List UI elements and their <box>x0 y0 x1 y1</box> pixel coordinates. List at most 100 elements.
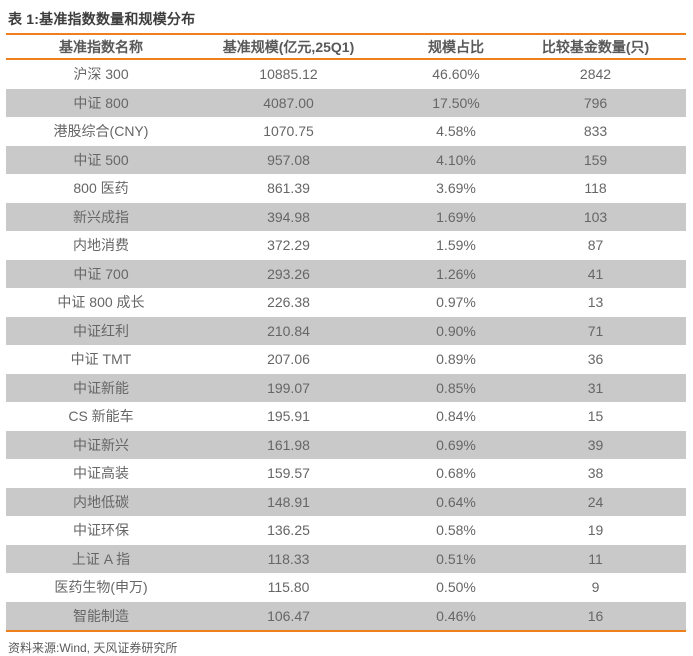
cell-fund-count: 71 <box>587 322 604 339</box>
cell-index-name: 上证 A 指 <box>71 550 131 567</box>
cell-share: 0.85% <box>436 379 476 396</box>
cell-scale: 10885.12 <box>259 66 318 83</box>
cell-fund-count: 36 <box>587 351 604 368</box>
cell-share: 0.84% <box>436 408 476 425</box>
table-body: 沪深 300 10885.12 46.60% 2842 中证 800 4087.00 17.… <box>6 59 686 631</box>
cell-share: 4.58% <box>436 123 476 140</box>
cell-fund-count: 31 <box>587 379 604 396</box>
cell-fund-count: 11 <box>588 550 603 567</box>
table-row: 中证新兴 161.98 0.69% 39 <box>6 430 686 459</box>
cell-index-name: 港股综合(CNY) <box>53 123 149 140</box>
table-row: CS 新能车 195.91 0.84% 15 <box>6 402 686 431</box>
data-source-note: 资料来源:Wind, 天风证券研究所 <box>8 641 178 655</box>
table-row: 中证 700 293.26 1.26% 41 <box>6 259 686 288</box>
cell-share: 0.50% <box>436 579 476 596</box>
cell-index-name: 内地低碳 <box>73 493 129 510</box>
cell-share: 0.97% <box>436 294 476 311</box>
table-row: 800 医药 861.39 3.69% 118 <box>6 174 686 203</box>
benchmark-index-table: 基准指数名称 基准规模(亿元,25Q1) 规模占比 比较基金数量(只) 沪深 3… <box>6 33 686 632</box>
cell-fund-count: 118 <box>584 180 607 197</box>
header-row: 基准指数名称 基准规模(亿元,25Q1) 规模占比 比较基金数量(只) <box>6 34 686 59</box>
cell-fund-count: 796 <box>583 94 608 111</box>
cell-scale: 372.29 <box>267 237 310 254</box>
cell-share: 3.69% <box>436 180 476 197</box>
cell-index-name: 中证红利 <box>73 322 129 339</box>
cell-index-name: 中证 700 <box>73 265 129 282</box>
cell-share: 1.59% <box>436 237 476 254</box>
cell-share: 1.69% <box>436 208 476 225</box>
cell-index-name: 中证 800 成长 <box>57 294 145 311</box>
cell-fund-count: 38 <box>587 465 604 482</box>
cell-index-name: 医药生物(申万) <box>54 579 148 596</box>
table-row: 中证 800 4087.00 17.50% 796 <box>6 88 686 117</box>
table-row: 中证 500 957.08 4.10% 159 <box>6 145 686 174</box>
cell-share: 0.46% <box>436 607 476 624</box>
col-header-fund-count: 比较基金数量(只) <box>541 38 650 55</box>
cell-share: 1.26% <box>436 265 476 282</box>
table-row: 中证新能 199.07 0.85% 31 <box>6 373 686 402</box>
cell-share: 0.90% <box>436 322 476 339</box>
table-row: 医药生物(申万) 115.80 0.50% 9 <box>6 573 686 602</box>
cell-index-name: 中证高装 <box>73 465 129 482</box>
cell-scale: 226.38 <box>267 294 310 311</box>
cell-fund-count: 833 <box>583 123 608 140</box>
cell-index-name: 中证 800 <box>73 94 129 111</box>
table-row: 中证红利 210.84 0.90% 71 <box>6 316 686 345</box>
cell-share: 0.69% <box>436 436 476 453</box>
cell-fund-count: 13 <box>587 294 604 311</box>
cell-scale: 210.84 <box>267 322 310 339</box>
cell-scale: 195.91 <box>267 408 310 425</box>
table-row: 内地消费 372.29 1.59% 87 <box>6 231 686 260</box>
cell-share: 46.60% <box>432 66 480 83</box>
cell-scale: 136.25 <box>267 522 310 539</box>
cell-fund-count: 19 <box>587 522 604 539</box>
cell-index-name: 沪深 300 <box>73 66 129 83</box>
table-row: 内地低碳 148.91 0.64% 24 <box>6 487 686 516</box>
cell-fund-count: 87 <box>587 237 604 254</box>
cell-scale: 199.07 <box>267 379 310 396</box>
cell-index-name: 内地消费 <box>73 237 129 254</box>
table-title: 表 1:基准指数数量和规模分布 <box>8 11 196 27</box>
cell-index-name: 800 医药 <box>73 180 129 197</box>
table-header: 基准指数名称 基准规模(亿元,25Q1) 规模占比 比较基金数量(只) <box>6 34 686 59</box>
cell-scale: 118.33 <box>267 550 310 567</box>
cell-fund-count: 16 <box>587 607 604 624</box>
cell-share: 0.68% <box>436 465 476 482</box>
col-header-scale: 基准规模(亿元,25Q1) <box>222 38 355 55</box>
cell-fund-count: 2842 <box>579 66 612 83</box>
cell-share: 0.58% <box>436 522 476 539</box>
cell-scale: 106.47 <box>267 607 310 624</box>
cell-share: 17.50% <box>432 94 480 111</box>
cell-share: 4.10% <box>436 151 476 168</box>
cell-fund-count: 41 <box>587 265 604 282</box>
cell-index-name: 中证 500 <box>73 151 129 168</box>
table-row: 上证 A 指 118.33 0.51% 11 <box>6 544 686 573</box>
cell-scale: 1070.75 <box>263 123 314 140</box>
cell-scale: 161.98 <box>267 436 310 453</box>
cell-fund-count: 39 <box>587 436 604 453</box>
col-header-index-name: 基准指数名称 <box>59 38 143 55</box>
table-row: 新兴成指 394.98 1.69% 103 <box>6 202 686 231</box>
cell-share: 0.64% <box>436 493 476 510</box>
cell-index-name: 中证 TMT <box>70 351 132 368</box>
cell-scale: 394.98 <box>267 208 310 225</box>
cell-index-name: 新兴成指 <box>73 208 129 225</box>
cell-index-name: CS 新能车 <box>68 408 134 425</box>
cell-index-name: 中证新兴 <box>73 436 129 453</box>
table-row: 中证 TMT 207.06 0.89% 36 <box>6 345 686 374</box>
cell-index-name: 中证新能 <box>73 379 129 396</box>
cell-fund-count: 159 <box>583 151 608 168</box>
cell-share: 0.89% <box>436 351 476 368</box>
cell-fund-count: 103 <box>583 208 608 225</box>
col-header-share: 规模占比 <box>428 38 484 55</box>
table-row: 智能制造 106.47 0.46% 16 <box>6 601 686 631</box>
cell-fund-count: 24 <box>587 493 604 510</box>
cell-index-name: 中证环保 <box>73 522 129 539</box>
cell-scale: 207.06 <box>267 351 310 368</box>
cell-index-name: 智能制造 <box>73 607 129 624</box>
cell-scale: 957.08 <box>267 151 310 168</box>
cell-share: 0.51% <box>436 550 476 567</box>
cell-scale: 4087.00 <box>263 94 314 111</box>
cell-scale: 293.26 <box>267 265 310 282</box>
